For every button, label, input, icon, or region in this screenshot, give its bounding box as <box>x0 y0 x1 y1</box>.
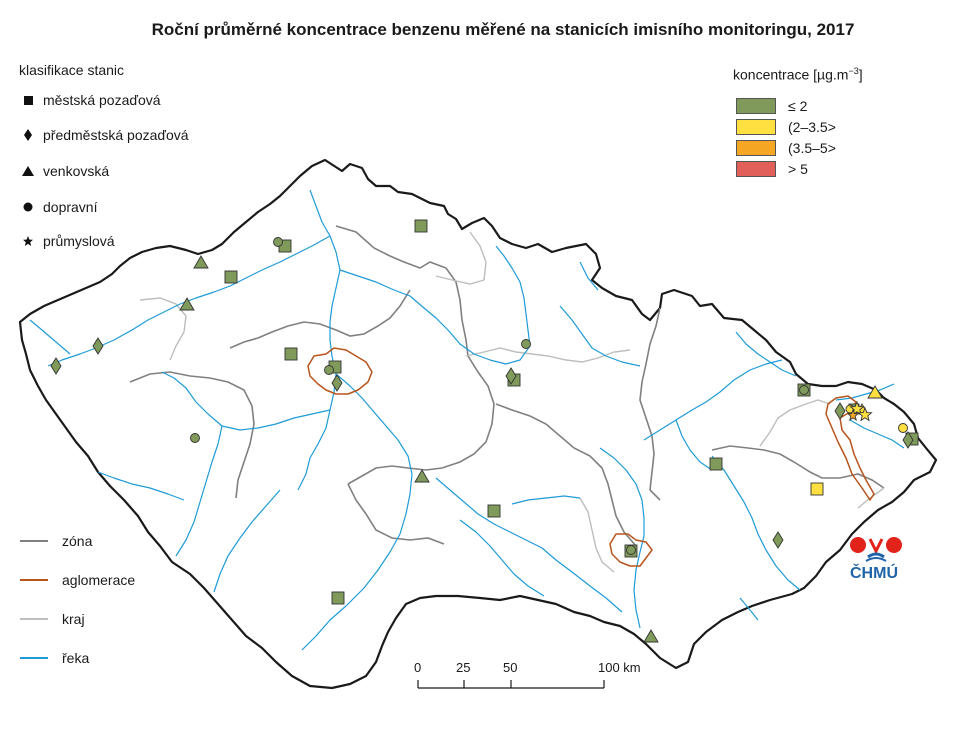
star-icon <box>21 234 35 248</box>
class-label: (3.5–5> <box>788 140 836 156</box>
line-legend-agglomeration: aglomerace <box>20 572 135 588</box>
circle-icon <box>21 200 35 214</box>
station-industrial <box>857 406 873 422</box>
legend-item-rural: venkovská <box>21 163 109 179</box>
map-title: Roční průměrné koncentrace benzenu měřen… <box>151 20 855 39</box>
legend-item-suburban-background: předměstská pozaďová <box>21 127 189 143</box>
station-suburban-background <box>772 531 784 549</box>
station-suburban-background <box>505 367 517 385</box>
class-label: (2–3.5> <box>788 119 836 135</box>
station-urban-background <box>224 270 238 284</box>
station-traffic <box>898 423 908 433</box>
color-swatch <box>736 161 776 177</box>
concentration-legend-heading: koncentrace [µg.m−3] <box>733 66 863 83</box>
legend-item-traffic: dopravní <box>21 199 97 215</box>
station-traffic <box>324 365 334 375</box>
legend-item-industrial: průmyslová <box>21 233 115 249</box>
concentration-class: (3.5–5> <box>736 140 836 156</box>
line-legend-label: řeka <box>62 650 90 666</box>
station-urban-background <box>284 347 298 361</box>
station-legend-heading: klasifikace stanic <box>19 62 125 78</box>
triangle-icon <box>21 164 35 178</box>
chmu-logo-icon <box>850 537 902 562</box>
line-sample <box>20 657 48 659</box>
agglomeration-prague <box>307 347 373 395</box>
stations <box>50 219 919 643</box>
square-icon <box>21 93 35 107</box>
line-legend-label: kraj <box>62 611 85 627</box>
station-rural <box>414 469 430 483</box>
line-sample <box>20 618 48 620</box>
country-border <box>18 158 938 690</box>
diamond-icon <box>21 128 35 142</box>
chmu-logo <box>848 533 908 568</box>
concentration-class: ≤ 2 <box>736 98 807 114</box>
station-rural <box>643 629 659 643</box>
station-urban-background <box>331 591 345 605</box>
concentration-class: (2–3.5> <box>736 119 836 135</box>
scale-bar <box>417 680 605 689</box>
station-traffic <box>521 339 531 349</box>
station-suburban-background <box>92 337 104 355</box>
class-label: > 5 <box>788 161 808 177</box>
station-traffic <box>190 433 200 443</box>
concentration-class: > 5 <box>736 161 808 177</box>
zone-boundaries <box>129 225 885 547</box>
class-label: ≤ 2 <box>788 98 808 114</box>
station-urban-background <box>487 504 501 518</box>
legend-label: předměstská pozaďová <box>43 127 189 143</box>
line-legend-label: aglomerace <box>62 572 136 588</box>
chmu-logo-text: ČHMÚ <box>850 565 898 582</box>
legend-label: venkovská <box>43 163 110 179</box>
legend-label: průmyslová <box>43 233 115 249</box>
station-suburban-background <box>331 374 343 392</box>
station-traffic <box>626 545 636 555</box>
station-industrial <box>849 400 865 416</box>
station-industrial <box>846 408 860 422</box>
station-traffic <box>273 237 283 247</box>
station-rural <box>193 255 209 269</box>
station-urban-background <box>810 482 824 496</box>
region-boundaries <box>139 231 885 573</box>
line-legend-region: kraj <box>20 611 85 627</box>
scale-label: 50 <box>503 660 518 675</box>
station-urban-background <box>709 457 723 471</box>
scale-label: 25 <box>456 660 471 675</box>
line-sample <box>20 540 48 542</box>
station-suburban-background <box>50 357 62 375</box>
station-rural <box>867 385 883 399</box>
station-rural <box>179 297 195 311</box>
station-urban-background <box>414 219 428 233</box>
agglomeration-brno <box>609 533 653 567</box>
legend-item-urban-background: městská pozaďová <box>21 92 161 108</box>
line-legend-label: zóna <box>62 533 93 549</box>
station-traffic <box>799 385 809 395</box>
color-swatch <box>736 119 776 135</box>
station-suburban-background <box>902 431 914 449</box>
legend-label: městská pozaďová <box>43 92 161 108</box>
line-legend-river: řeka <box>20 650 89 666</box>
line-sample <box>20 579 48 581</box>
legend-label: dopravní <box>43 199 98 215</box>
rivers <box>29 189 905 651</box>
color-swatch <box>736 98 776 114</box>
station-suburban-background <box>834 402 846 420</box>
scale-label: 100 km <box>598 660 641 675</box>
color-swatch <box>736 140 776 156</box>
scale-label: 0 <box>414 660 422 675</box>
line-legend-zone: zóna <box>20 533 92 549</box>
